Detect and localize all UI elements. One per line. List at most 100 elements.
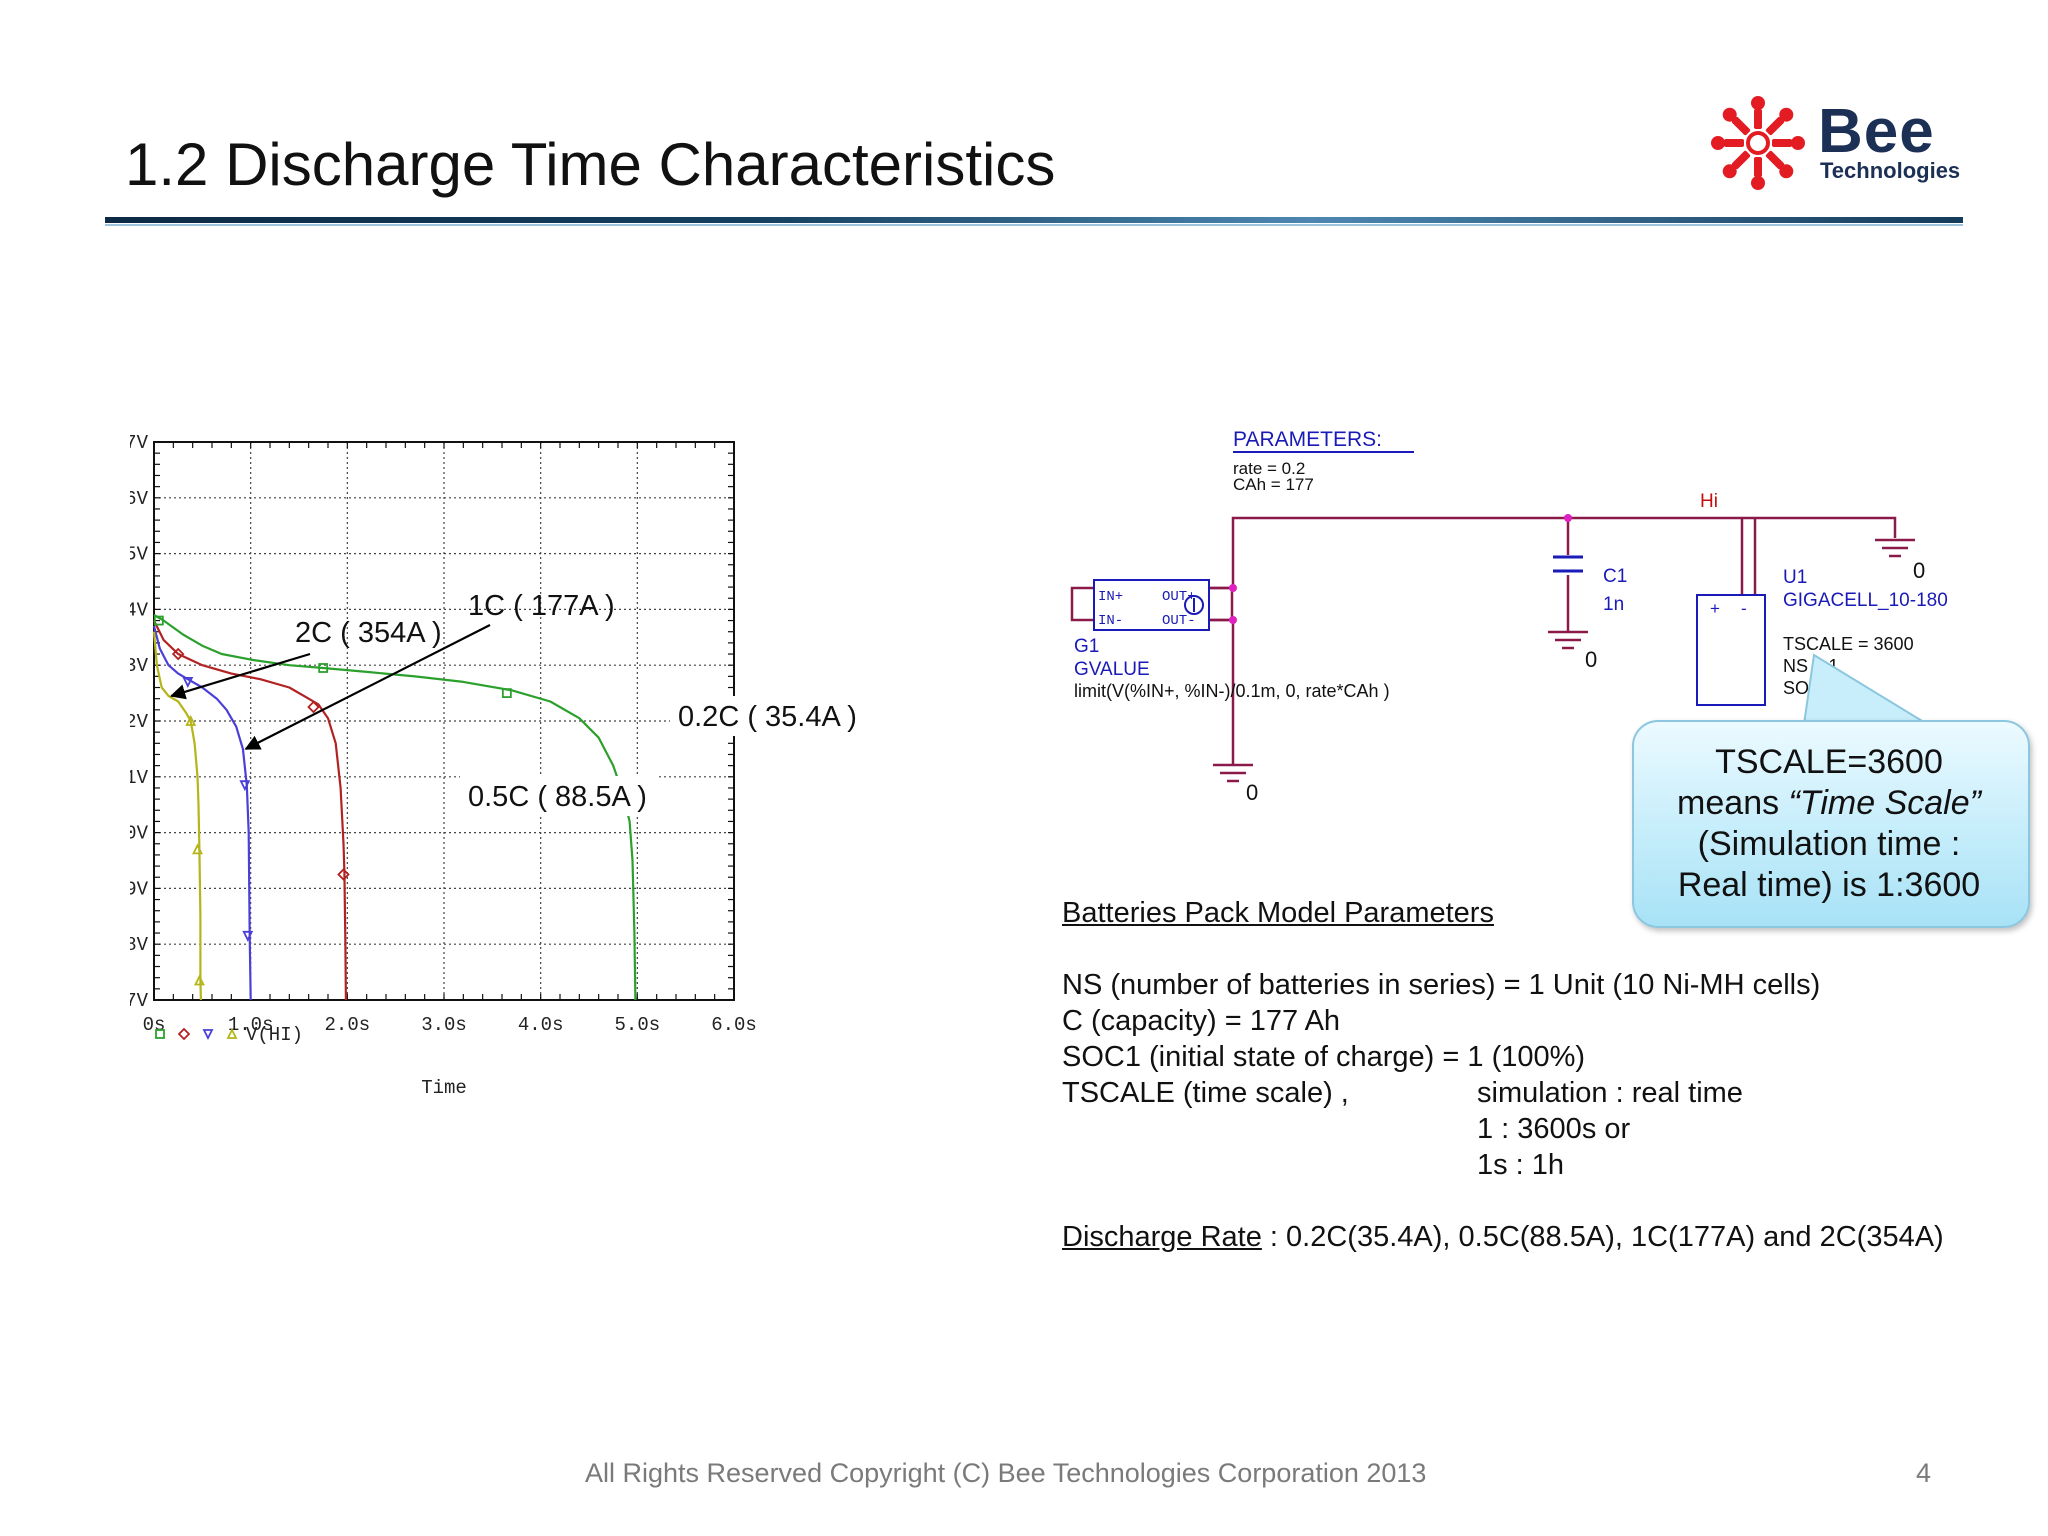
param-capacity: C (capacity) = 177 Ah: [1062, 1005, 1341, 1037]
x-tick-label: 6.0s: [711, 1014, 757, 1036]
tscale-line-1: simulation : real time: [1477, 1077, 1743, 1109]
g1-ref: G1: [1074, 636, 1099, 657]
junction-dot: [1229, 616, 1237, 624]
arrow-2c: [169, 652, 311, 700]
y-tick-labels: 7V 8V 9V 10V 11V 12V 13V 14V 15V 16V 17V: [130, 432, 149, 1012]
x-tick-label: 5.0s: [615, 1014, 661, 1036]
x-axis-label: Time: [421, 1077, 467, 1099]
marker-square: [153, 615, 164, 626]
x-tick-labels: 0s 1.0s 2.0s 3.0s 4.0s 5.0s 6.0s: [143, 1014, 757, 1036]
params-header: PARAMETERS:: [1233, 428, 1382, 451]
u1-battery-block: [1696, 594, 1766, 706]
marker-square: [155, 1029, 165, 1039]
ground-label: 0: [1585, 647, 1597, 672]
param-cah: CAh = 177: [1233, 475, 1314, 494]
marker-triangle-down: [239, 780, 251, 792]
node-hi-label: Hi: [1700, 491, 1718, 512]
c1-capacitor: [1553, 555, 1583, 573]
y-tick-label: 9V: [130, 878, 149, 900]
y-tick-label: 8V: [130, 934, 149, 956]
svg-text:OUT+: OUT+: [1162, 589, 1196, 605]
burst-arm: [1765, 107, 1794, 136]
logo-subtitle: Technologies: [1820, 158, 1961, 183]
c1-ref: C1: [1603, 566, 1627, 587]
ground-label: 0: [1913, 558, 1925, 583]
y-tick-label: 13V: [130, 655, 149, 677]
x-tick-label: 4.0s: [518, 1014, 564, 1036]
param-soc: SOC1 (initial state of charge) = 1 (100%…: [1062, 1041, 1586, 1073]
burst-arm: [1722, 107, 1751, 136]
svg-text:IN-: IN-: [1098, 613, 1123, 629]
tscale-line-3: 1s : 1h: [1477, 1149, 1565, 1181]
param-rate: rate = 0.2: [1233, 459, 1305, 478]
model-parameters: Batteries Pack Model Parameters NS (numb…: [1062, 895, 2022, 1255]
marker-diamond: [171, 647, 185, 661]
series-line-3: [152, 631, 202, 1001]
param-discharge-rate: Discharge Rate : 0.2C(35.4A), 0.5C(88.5A…: [1062, 1219, 2022, 1255]
junction-dot: [1229, 584, 1237, 592]
starburst-icon: [1711, 96, 1805, 190]
discharge-rate-label: Discharge Rate: [1062, 1221, 1262, 1253]
marker-triangle-up: [193, 974, 205, 986]
annotation-02c: 0.2C ( 35.4A ): [678, 701, 857, 733]
marker-triangle-down: [202, 1029, 214, 1041]
c1-value: 1n: [1603, 594, 1624, 615]
ground-icon: 0: [1213, 763, 1258, 805]
slide-title: 1.2 Discharge Time Characteristics: [125, 131, 1056, 198]
g1-gvalue-source: IN+ IN- OUT+ OUT-: [1093, 579, 1210, 631]
discharge-chart: 7V 8V 9V 10V 11V 12V 13V 14V 15V 16V 17V 0s 1.0s 2.0…: [130, 432, 857, 1099]
burst-arm: [1751, 96, 1765, 129]
u1-tscale: TSCALE = 3600: [1783, 634, 1914, 654]
u1-ref: U1: [1783, 567, 1807, 588]
callout-line-3: (Simulation time :: [1697, 825, 1961, 863]
annotation-bg: [670, 696, 848, 736]
u1-minus-pin: -: [1741, 599, 1747, 618]
param-tscale-label: TSCALE (time scale) ,: [1062, 1077, 1349, 1109]
annotation-1c: 1C ( 177A ): [468, 590, 615, 622]
chart-annotations: 2C ( 354A ) 1C ( 177A ) 0.2C ( 35.4A ) 0.5C…: [169, 590, 857, 816]
burst-arm: [1765, 150, 1794, 179]
burst-arm: [1751, 157, 1765, 190]
y-tick-label: 17V: [130, 432, 149, 454]
y-tick-label: 10V: [130, 823, 149, 845]
marker-triangle-up: [185, 714, 197, 726]
bee-logo: [1711, 96, 1805, 190]
x-tick-label: 3.0s: [421, 1014, 467, 1036]
param-tscale: TSCALE (time scale) , simulation : real …: [1062, 1075, 2022, 1183]
callout-line-1: TSCALE=3600: [1715, 743, 1943, 781]
junction-dot: [1564, 514, 1572, 522]
y-tick-label: 14V: [130, 599, 149, 621]
annotation-bg: [460, 776, 656, 816]
x-tick-label: 1.0s: [228, 1014, 274, 1036]
annotation-2c: 2C ( 354A ): [295, 617, 442, 649]
y-tick-label: 12V: [130, 711, 149, 733]
callout-line-2: means “Time Scale”: [1677, 784, 1981, 822]
logo-wordmark: Bee: [1818, 97, 1935, 166]
ground-label: 0: [1246, 780, 1258, 805]
marker-square: [501, 688, 512, 699]
parameters-heading: Batteries Pack Model Parameters: [1062, 897, 1494, 929]
marker-diamond: [337, 868, 350, 881]
marker-triangle-up: [192, 843, 203, 855]
ground-symbols: 0 0 0: [1213, 538, 1925, 805]
burst-arm: [1772, 136, 1805, 150]
marker-triangle-up: [226, 1027, 238, 1039]
ground-icon: 0: [1548, 630, 1597, 672]
annotation-05c: 0.5C ( 88.5A ): [468, 781, 647, 813]
chart-legend: V(HI): [155, 1024, 303, 1046]
y-tick-label: 15V: [130, 544, 149, 566]
ground-icon: 0: [1875, 538, 1925, 583]
tscale-line-2: 1 : 3600s or: [1477, 1113, 1631, 1145]
series-line-2: [152, 625, 252, 1001]
circuit-schematic: PARAMETERS: rate = 0.2 CAh = 177 IN+ IN-…: [1070, 428, 1948, 805]
arrow-1c: [244, 624, 491, 750]
marker-triangle-down: [182, 677, 194, 688]
discharge-rate-value: : 0.2C(35.4A), 0.5C(88.5A), 1C(177A) and…: [1261, 1221, 1944, 1253]
tscale-callout: [1632, 720, 2030, 928]
svg-text:OUT-: OUT-: [1162, 613, 1196, 629]
u1-model: GIGACELL_10-180: [1783, 590, 1948, 611]
page-number: 4: [1916, 1458, 1932, 1488]
series-markers: [153, 615, 619, 986]
marker-square: [318, 663, 329, 673]
marker-diamond: [307, 700, 320, 714]
